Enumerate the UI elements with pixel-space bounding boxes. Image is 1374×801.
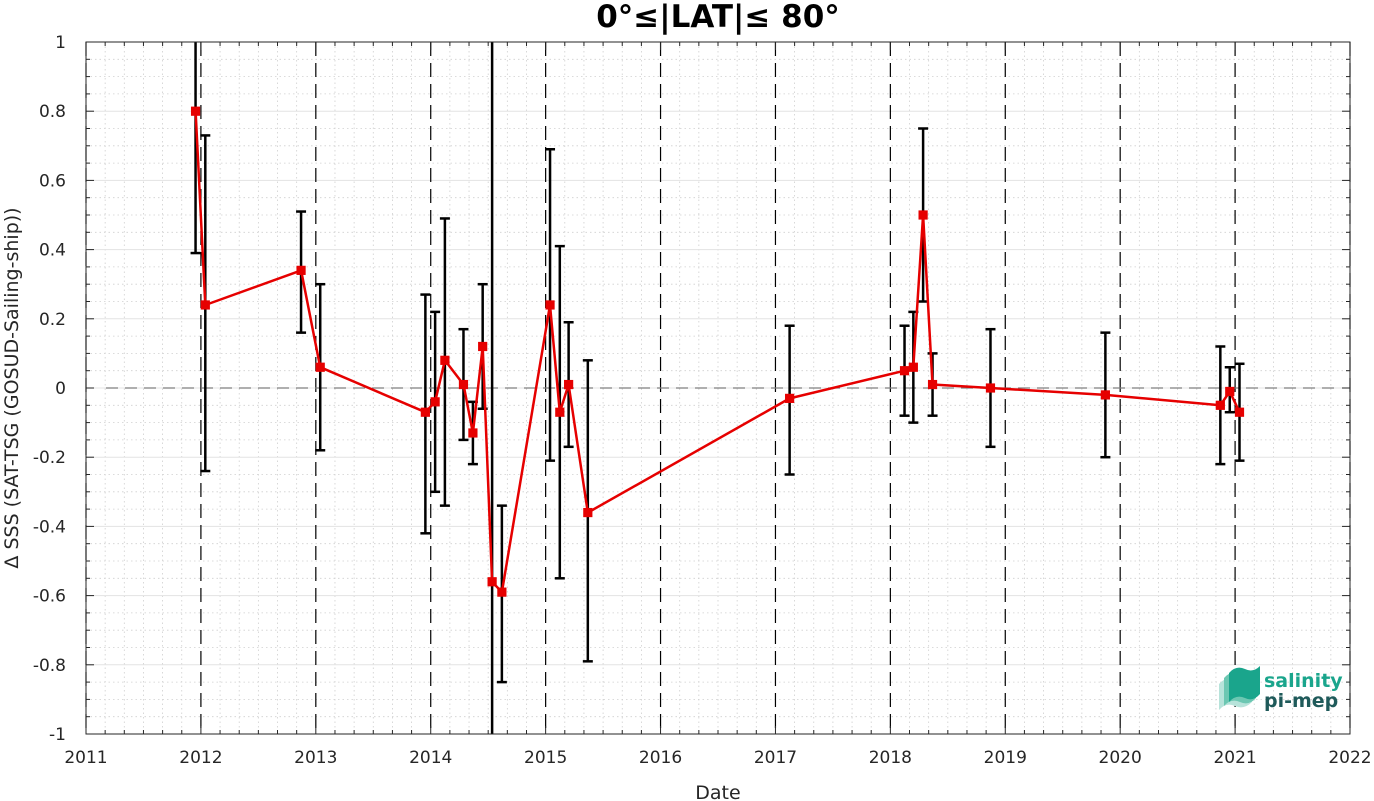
data-point-marker bbox=[190, 106, 201, 116]
x-axis-title: Date bbox=[695, 782, 740, 801]
data-point-marker bbox=[1225, 386, 1235, 397]
salinity-pi-mep-logo: salinity pi-mep bbox=[1219, 666, 1343, 712]
y-tick-label: 0.4 bbox=[39, 241, 66, 261]
data-point-marker bbox=[420, 407, 430, 417]
data-point-marker bbox=[497, 587, 507, 597]
data-point-marker bbox=[564, 379, 574, 390]
data-point-marker bbox=[468, 428, 478, 438]
data-point-marker bbox=[1100, 390, 1110, 400]
y-tick-label: 0.2 bbox=[39, 310, 66, 330]
data-point-marker bbox=[918, 210, 928, 220]
y-tick-label: -0.6 bbox=[33, 587, 66, 607]
x-tick-label: 2020 bbox=[1099, 748, 1142, 768]
data-point-marker bbox=[1234, 407, 1245, 417]
chart-title: 0°≤|LAT|≤ 80° bbox=[596, 0, 840, 35]
data-point-marker bbox=[478, 341, 488, 352]
y-tick-label: -0.4 bbox=[33, 517, 66, 537]
logo-text-salinity: salinity bbox=[1264, 670, 1343, 692]
data-point-marker bbox=[430, 397, 440, 407]
x-tick-label: 2018 bbox=[869, 748, 912, 768]
x-tick-label: 2013 bbox=[294, 748, 337, 768]
y-axis-title: Δ SSS (SAT-TSG (GOSUD-Sailing-ship)) bbox=[1, 207, 23, 568]
x-tick-label: 2011 bbox=[64, 748, 107, 768]
minor-grid bbox=[86, 42, 1350, 734]
axis-ticks bbox=[85, 41, 1351, 735]
data-point-marker bbox=[908, 362, 918, 372]
x-tick-label: 2016 bbox=[639, 748, 682, 768]
data-point-marker bbox=[927, 379, 938, 390]
x-tick-label: 2012 bbox=[179, 748, 222, 768]
y-tick-label: -1 bbox=[49, 725, 66, 745]
x-tick-label: 2019 bbox=[984, 748, 1027, 768]
data-point-marker bbox=[440, 355, 450, 365]
logo-text-pi-mep: pi-mep bbox=[1264, 690, 1338, 712]
data-point-marker bbox=[899, 366, 910, 376]
y-tick-label: -0.8 bbox=[33, 656, 66, 676]
logo-wave-icon bbox=[1219, 666, 1260, 710]
y-tick-label: 0 bbox=[55, 379, 66, 399]
data-point-marker bbox=[555, 407, 565, 417]
y-tick-labels: 1 0.8 0.6 0.4 0.2 0 -0.2 -0.4 -0.6 -0.8 -1 bbox=[33, 33, 66, 745]
y-tick-label: 0.6 bbox=[39, 171, 66, 191]
y-tick-label: -0.2 bbox=[33, 448, 66, 468]
y-tick-label: 1 bbox=[55, 33, 66, 53]
data-point-marker bbox=[785, 393, 795, 403]
data-point-marker bbox=[315, 362, 325, 372]
series-markers bbox=[190, 106, 1245, 597]
data-point-marker bbox=[200, 300, 210, 310]
data-point-marker bbox=[458, 379, 469, 390]
data-point-marker bbox=[545, 300, 555, 310]
x-tick-labels: 2011 2012 2013 2014 2015 2016 2017 2018 2019 2020… bbox=[64, 748, 1371, 768]
data-point-marker bbox=[985, 383, 996, 393]
x-tick-label: 2021 bbox=[1213, 748, 1256, 768]
data-point-marker bbox=[1215, 400, 1225, 410]
x-tick-label: 2017 bbox=[754, 748, 797, 768]
x-tick-label: 2015 bbox=[524, 748, 567, 768]
data-point-marker bbox=[296, 265, 306, 275]
data-point-marker bbox=[487, 577, 497, 587]
data-point-marker bbox=[583, 507, 593, 518]
x-tick-label: 2014 bbox=[409, 748, 452, 768]
y-tick-label: 0.8 bbox=[39, 102, 66, 122]
x-tick-label: 2022 bbox=[1328, 748, 1371, 768]
